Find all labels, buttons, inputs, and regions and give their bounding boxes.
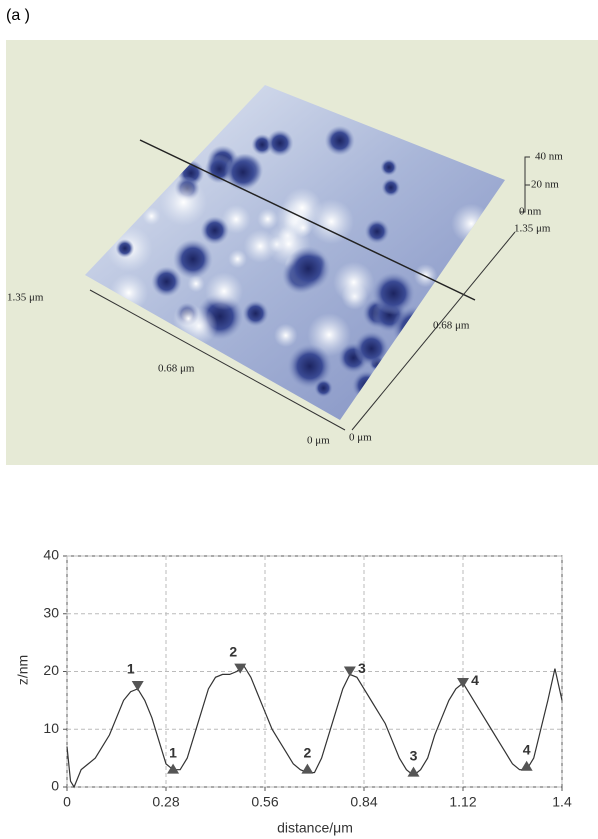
y-tick-label: 20 [43, 662, 59, 678]
y-tick-label: 40 [43, 547, 59, 563]
texture [333, 262, 374, 303]
profile-chart: distance/μm z/nm 0 10 20 30 40 0 0.28 0.56 0.84 1… [15, 547, 572, 836]
x-axis-label: distance/μm [277, 820, 353, 836]
axis-label: 0 μm [307, 435, 330, 447]
panel-label: (a ) [6, 7, 30, 24]
y-tick-label: 30 [43, 604, 59, 620]
texture [314, 379, 333, 398]
texture [243, 300, 269, 326]
texture [228, 250, 247, 269]
axis-label: 0.68 μm [158, 363, 195, 375]
y-axis-label: z/nm [15, 655, 31, 685]
texture [173, 239, 213, 279]
marker-label: 4 [471, 672, 479, 688]
texture [382, 178, 401, 197]
texture [365, 219, 390, 244]
marker-label: 2 [304, 744, 312, 760]
x-tick-label: 0.56 [251, 794, 278, 810]
y-tick-label: 0 [51, 778, 59, 794]
texture [188, 275, 205, 292]
marker [301, 764, 313, 774]
texture [205, 272, 243, 310]
afm-image: 40 nm 20 nm 0 nm 1.35 μm 0.68 μm 0 μm 1.… [6, 40, 598, 465]
texture [274, 324, 297, 347]
z-label: 20 nm [531, 179, 559, 191]
marker-label: 1 [169, 744, 177, 760]
marker-label: 2 [229, 643, 237, 659]
axis-label: 1.35 μm [514, 223, 551, 235]
texture [201, 216, 229, 244]
texture [266, 130, 293, 157]
texture [257, 209, 278, 230]
texture [224, 153, 262, 191]
texture [116, 239, 135, 258]
texture [286, 246, 331, 291]
x-tick-label: 1.4 [552, 794, 572, 810]
axis-label: 1.35 μm [7, 292, 44, 304]
z-label: 0 nm [519, 206, 542, 218]
marker-label: 3 [358, 660, 366, 676]
marker-label: 3 [410, 747, 418, 763]
axis-label: 0 μm [349, 432, 372, 444]
axis-label: 0.68 μm [433, 320, 470, 332]
x-tick-label: 0 [63, 794, 71, 810]
marker-label: 1 [127, 661, 135, 677]
x-tick-label: 0.28 [152, 794, 179, 810]
figure: (a ) 40 nm 20 nm 0 nm 1.35 μm 0.68 μm 0 … [0, 0, 598, 839]
texture [325, 126, 355, 156]
page: (a ) 40 nm 20 nm 0 nm 1.35 μm 0.68 μm 0 … [0, 0, 598, 839]
marker [167, 764, 179, 774]
texture [380, 159, 397, 176]
z-label: 40 nm [535, 151, 563, 163]
y-tick-label: 10 [43, 720, 59, 736]
x-tick-label: 1.12 [449, 794, 476, 810]
marker [132, 681, 144, 691]
texture [282, 188, 322, 228]
marker-label: 4 [523, 741, 531, 757]
x-tick-label: 0.84 [350, 794, 377, 810]
